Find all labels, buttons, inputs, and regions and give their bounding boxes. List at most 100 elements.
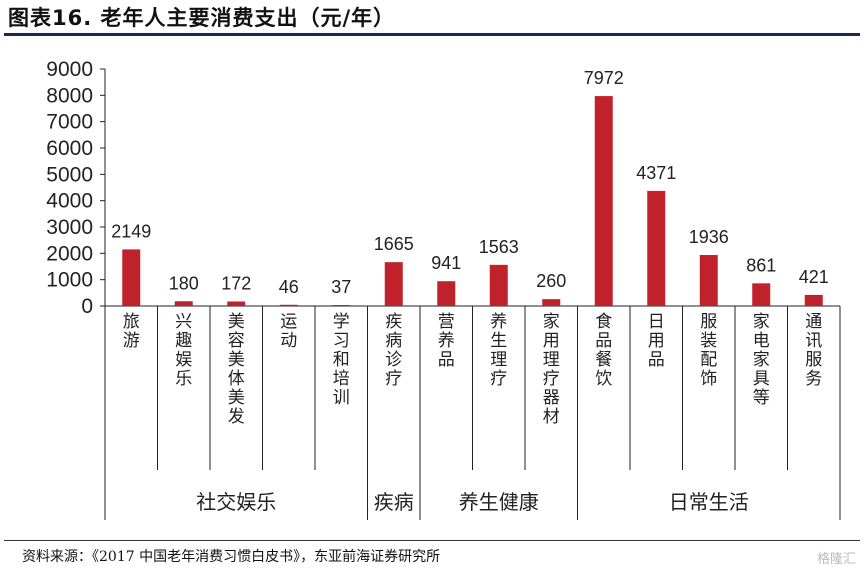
value-label: 421 bbox=[799, 267, 829, 287]
bar bbox=[647, 190, 666, 306]
bar bbox=[804, 294, 823, 306]
bar-chart: 0 1000 2000 3000 4000 5000 6000 7000 8000 9000 214… bbox=[46, 58, 841, 520]
category-label-char: 诊 bbox=[385, 350, 402, 370]
category-label-char: 和 bbox=[333, 350, 350, 370]
bar bbox=[699, 255, 718, 306]
category-label-char: 运 bbox=[280, 312, 297, 332]
source-note: 资料来源：《2017 中国老年消费习惯白皮书》，东亚前海证券研究所 bbox=[22, 549, 441, 565]
y-tick-label: 0 bbox=[81, 295, 93, 318]
value-label: 46 bbox=[279, 277, 299, 297]
category-label-char: 服 bbox=[805, 350, 822, 370]
group-label: 养生健康 bbox=[459, 490, 539, 514]
category-label-char: 美 bbox=[228, 388, 245, 408]
category-label-char: 培 bbox=[333, 369, 350, 389]
category-label-char: 容 bbox=[228, 331, 245, 351]
bar bbox=[279, 304, 298, 306]
y-tick-label: 3000 bbox=[46, 216, 93, 239]
category-label-char: 疾 bbox=[385, 312, 402, 332]
category-label-char: 务 bbox=[805, 369, 822, 389]
category-label-char: 疗 bbox=[543, 369, 560, 389]
category-label-char: 旅 bbox=[123, 312, 140, 332]
y-tick-label: 2000 bbox=[46, 242, 93, 265]
category-label-char: 家 bbox=[753, 312, 770, 332]
y-tick-label: 8000 bbox=[46, 84, 93, 107]
category-label-char: 材 bbox=[543, 407, 560, 427]
value-label: 260 bbox=[536, 271, 566, 291]
category-label-char: 饮 bbox=[595, 369, 612, 389]
bar bbox=[384, 262, 403, 306]
group-label: 疾病 bbox=[374, 490, 414, 514]
bar bbox=[174, 301, 193, 306]
value-label: 7972 bbox=[584, 68, 624, 88]
value-label: 1936 bbox=[689, 227, 729, 247]
bar bbox=[594, 96, 613, 306]
category-label-char: 趣 bbox=[175, 331, 192, 351]
category-label-char: 习 bbox=[333, 331, 350, 351]
category-label-char: 讯 bbox=[805, 331, 822, 351]
category-label-char: 美 bbox=[228, 350, 245, 370]
category-label-char: 饰 bbox=[700, 369, 717, 389]
category-label-char: 家 bbox=[543, 312, 560, 332]
category-label-char: 兴 bbox=[175, 312, 192, 332]
watermark: 格隆汇 bbox=[816, 552, 856, 567]
category-label-char: 美 bbox=[228, 312, 245, 332]
category-label-char: 疗 bbox=[490, 369, 507, 389]
value-label: 172 bbox=[221, 273, 251, 293]
category-label-char: 器 bbox=[543, 388, 560, 408]
category-label-char: 营 bbox=[438, 312, 455, 332]
category-label-char: 体 bbox=[228, 369, 245, 389]
category-label-char: 家 bbox=[753, 350, 770, 370]
group-label: 日常生活 bbox=[669, 490, 749, 514]
bar bbox=[489, 264, 508, 306]
value-label: 2149 bbox=[111, 221, 151, 241]
category-label-char: 品 bbox=[438, 350, 455, 370]
category-label-char: 养 bbox=[438, 331, 455, 351]
category-label-char: 电 bbox=[753, 331, 770, 351]
category-label-char: 通 bbox=[805, 312, 822, 332]
category-label-char: 动 bbox=[280, 331, 297, 351]
category-label-char: 餐 bbox=[595, 350, 612, 370]
category-label-char: 品 bbox=[595, 331, 612, 351]
category-label-char: 日 bbox=[648, 312, 665, 332]
y-tick-label: 5000 bbox=[46, 163, 93, 186]
bar bbox=[752, 283, 771, 306]
value-label: 1665 bbox=[374, 234, 414, 254]
value-label: 861 bbox=[746, 255, 776, 275]
y-tick-label: 1000 bbox=[46, 269, 93, 292]
category-label-char: 品 bbox=[648, 350, 665, 370]
bar bbox=[542, 299, 561, 306]
value-label: 180 bbox=[169, 273, 199, 293]
bar bbox=[437, 281, 456, 306]
category-label-char: 理 bbox=[490, 350, 507, 370]
category-label-char: 理 bbox=[543, 350, 560, 370]
category-label-char: 病 bbox=[385, 331, 402, 351]
category-label-char: 疗 bbox=[385, 369, 402, 389]
category-label-char: 服 bbox=[700, 312, 717, 332]
y-tick-label: 6000 bbox=[46, 137, 93, 160]
category-label-char: 装 bbox=[700, 331, 717, 351]
category-label-char: 用 bbox=[543, 331, 560, 351]
group-label: 社交娱乐 bbox=[196, 490, 276, 514]
category-label-char: 养 bbox=[490, 312, 507, 332]
y-tick-label: 7000 bbox=[46, 111, 93, 134]
category-label-char: 等 bbox=[753, 388, 770, 408]
bar bbox=[332, 305, 351, 306]
value-label: 941 bbox=[431, 253, 461, 273]
y-tick-label: 4000 bbox=[46, 190, 93, 213]
footer-rule bbox=[4, 540, 860, 541]
category-label-char: 食 bbox=[595, 312, 612, 332]
category-label-char: 学 bbox=[333, 312, 350, 332]
category-label-char: 娱 bbox=[175, 350, 192, 370]
y-tick-label: 9000 bbox=[46, 58, 93, 81]
category-label-char: 训 bbox=[333, 388, 350, 408]
bar bbox=[227, 301, 246, 306]
category-label-char: 乐 bbox=[175, 369, 192, 389]
value-label: 1563 bbox=[479, 237, 519, 257]
title-rule bbox=[4, 33, 860, 36]
category-label-char: 发 bbox=[228, 407, 245, 427]
value-label: 4371 bbox=[636, 163, 676, 183]
bar bbox=[122, 249, 141, 306]
category-label-char: 配 bbox=[700, 350, 717, 370]
category-label-char: 具 bbox=[753, 369, 770, 389]
category-label-char: 游 bbox=[123, 331, 140, 351]
